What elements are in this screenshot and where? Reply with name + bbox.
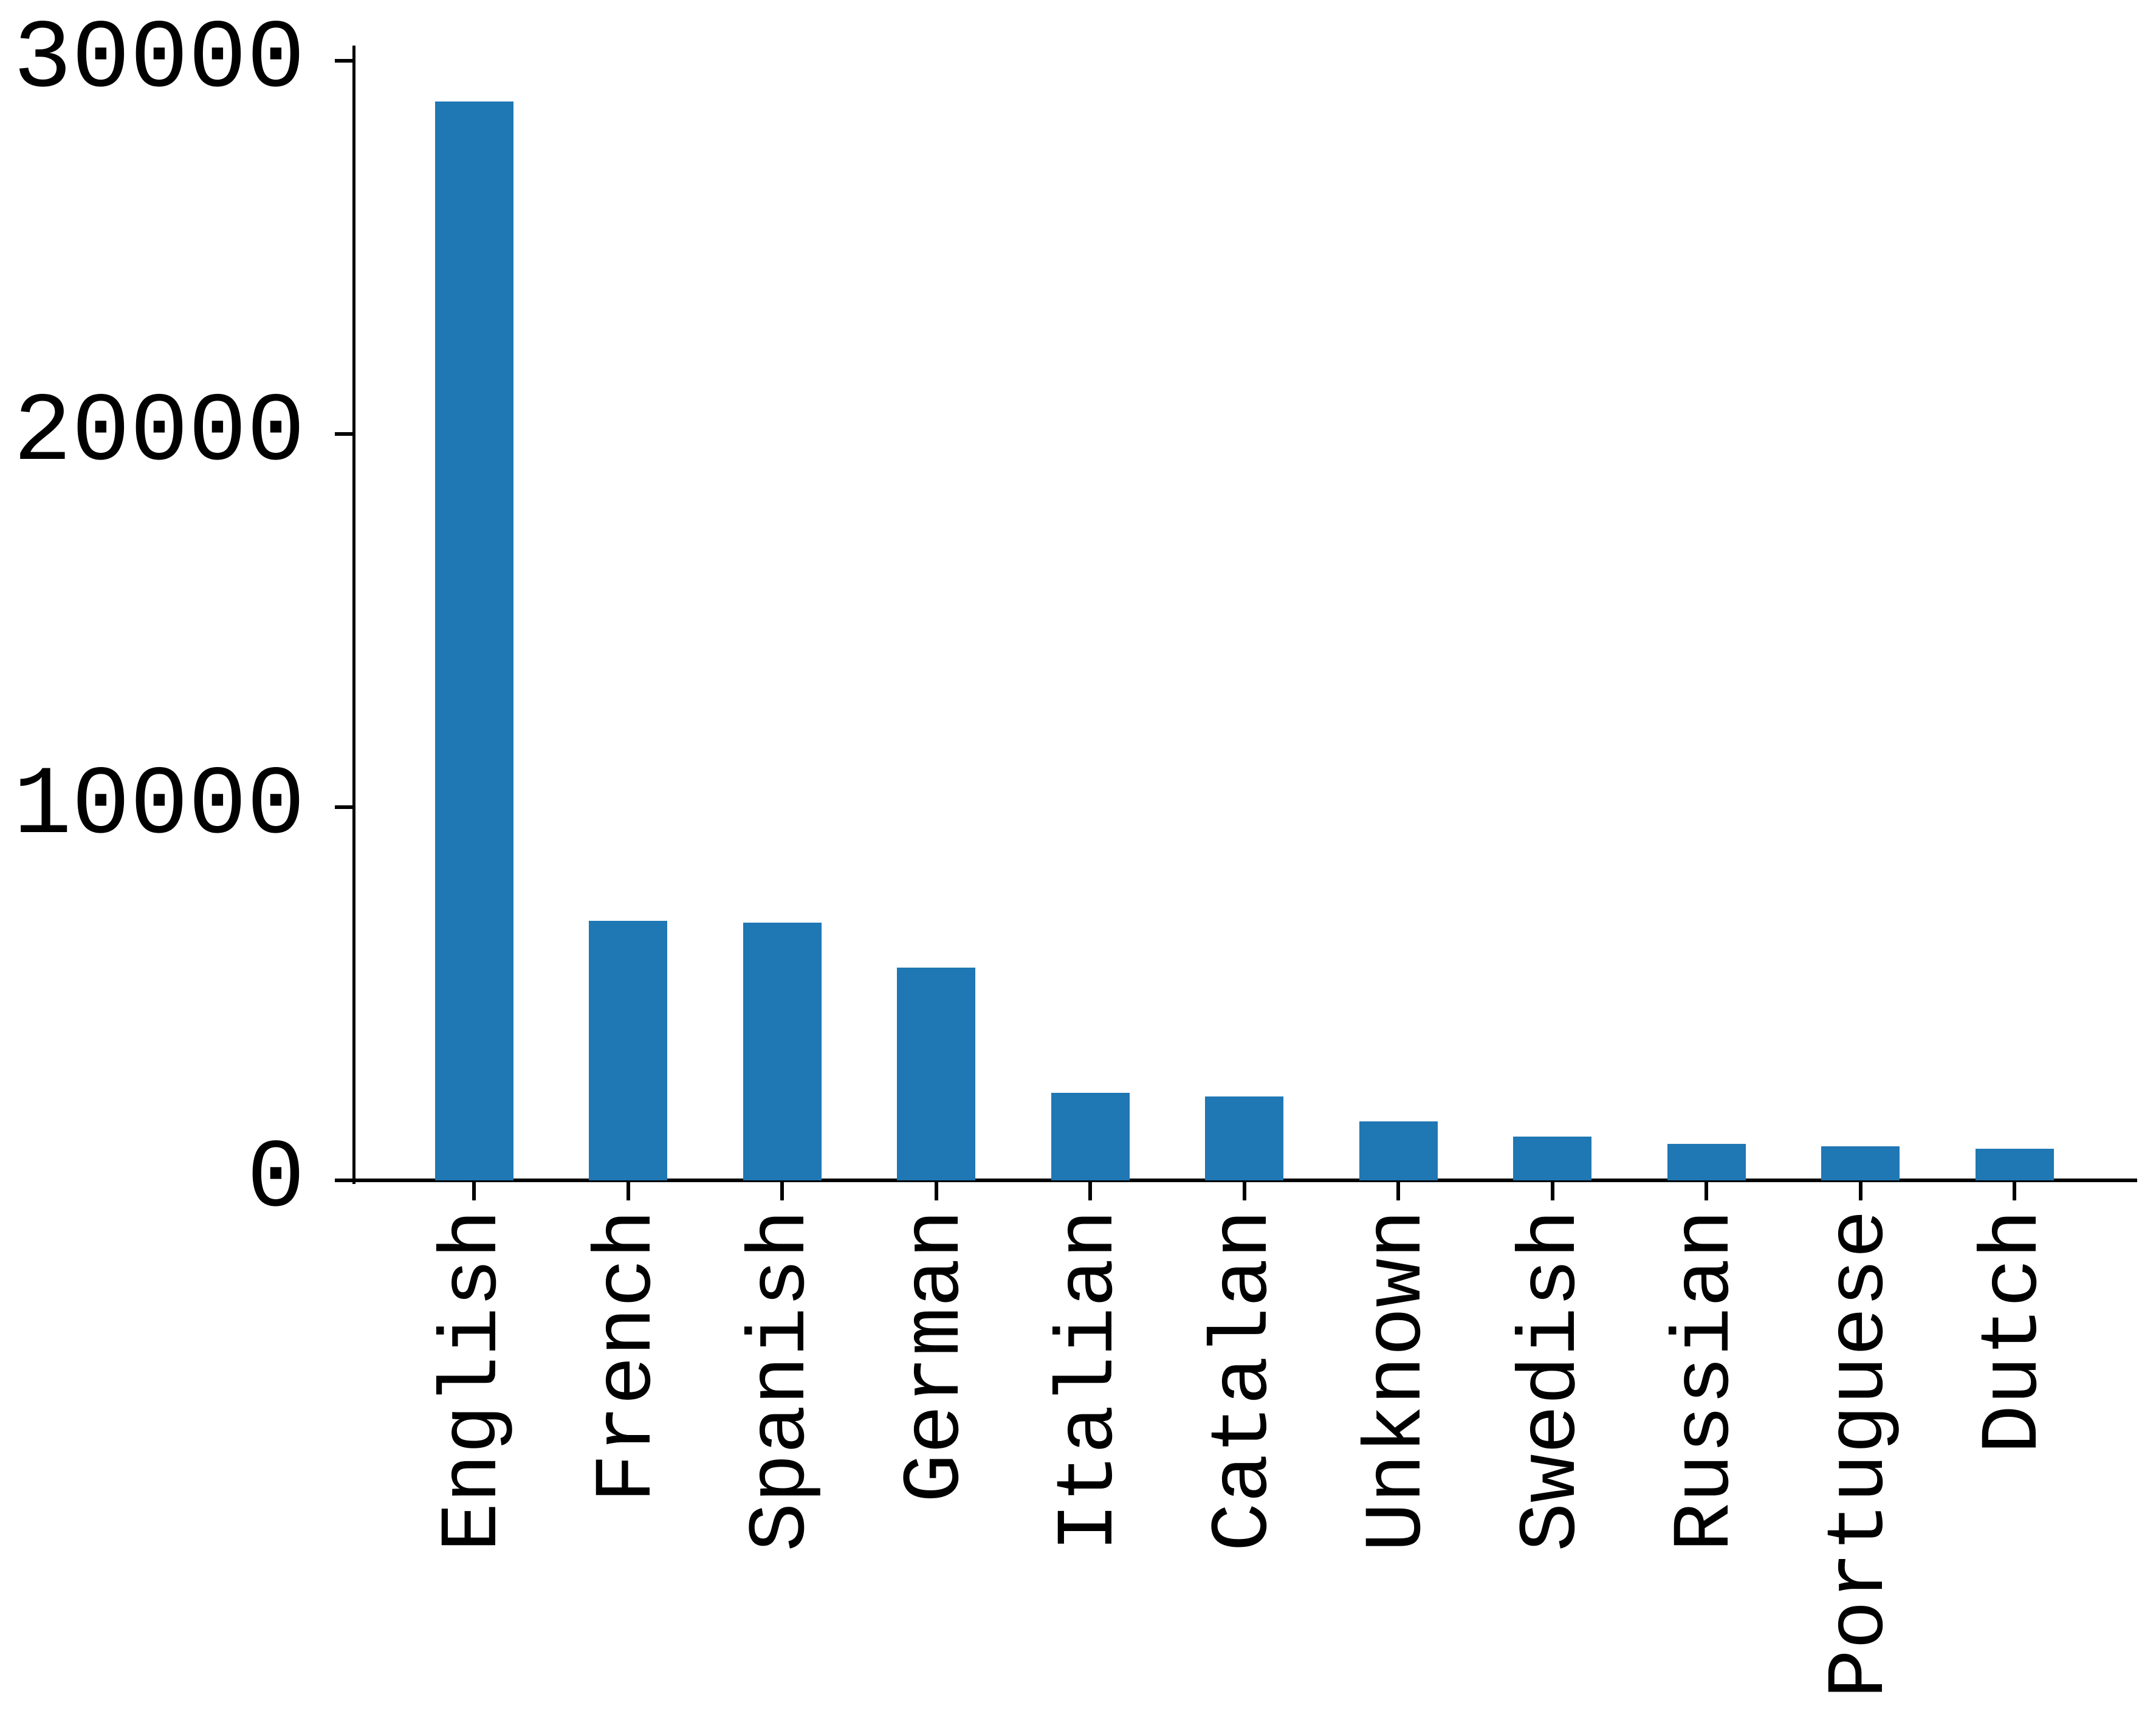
x-category-label-text: Italian	[1044, 1210, 1136, 1552]
x-category-label: Swedish	[1503, 1210, 1602, 1714]
x-tick-mark	[1705, 1182, 1708, 1200]
bar	[897, 967, 975, 1180]
x-category-label: English	[424, 1210, 524, 1714]
x-axis-line	[351, 1179, 2137, 1182]
x-category-label: French	[578, 1210, 678, 1714]
x-tick-mark	[1396, 1182, 1400, 1200]
bar	[1205, 1096, 1283, 1180]
y-tick-mark	[335, 1179, 352, 1182]
bar	[1821, 1146, 1900, 1180]
y-tick-mark	[335, 432, 352, 436]
x-category-label-text: Russian	[1660, 1210, 1753, 1552]
x-category-label-text: German	[890, 1210, 983, 1503]
y-tick-label: 30000	[13, 5, 305, 115]
x-tick-mark	[1550, 1182, 1554, 1200]
x-tick-mark	[472, 1182, 476, 1200]
x-category-label-text: English	[428, 1210, 520, 1552]
x-category-label-text: Dutch	[1968, 1210, 2061, 1454]
x-category-label: Italian	[1040, 1210, 1140, 1714]
x-tick-mark	[626, 1182, 630, 1200]
x-category-label-text: Spanish	[736, 1210, 828, 1552]
x-tick-mark	[1858, 1182, 1862, 1200]
x-category-label-text: Catalan	[1198, 1210, 1291, 1552]
bar	[1513, 1137, 1591, 1180]
y-tick-mark	[335, 58, 352, 63]
y-tick-mark	[335, 805, 352, 809]
x-category-label: Catalan	[1195, 1210, 1294, 1714]
x-category-label: German	[887, 1210, 986, 1714]
x-category-label-text: Unknown	[1352, 1210, 1444, 1552]
x-tick-mark	[2013, 1182, 2016, 1200]
x-tick-mark	[1242, 1182, 1246, 1200]
bar	[1667, 1143, 1746, 1180]
x-category-label-text: Swedish	[1506, 1210, 1599, 1552]
x-category-label: Portuguese	[1811, 1210, 1911, 1714]
x-tick-mark	[1088, 1182, 1092, 1200]
x-category-label: Spanish	[732, 1210, 832, 1714]
y-tick-label: 0	[246, 1125, 305, 1235]
x-category-label-text: French	[582, 1210, 675, 1503]
x-category-label: Russian	[1656, 1210, 1756, 1714]
x-tick-mark	[780, 1182, 784, 1200]
y-tick-label: 10000	[13, 751, 305, 862]
bar	[1359, 1121, 1438, 1180]
x-category-label: Unknown	[1348, 1210, 1448, 1714]
y-tick-label: 20000	[13, 378, 305, 489]
bar	[1975, 1148, 2054, 1180]
bar	[743, 923, 822, 1180]
x-tick-mark	[934, 1182, 938, 1200]
y-axis-line	[352, 46, 355, 1184]
bar	[589, 921, 667, 1180]
bar	[434, 102, 513, 1180]
x-category-label-text: Portuguese	[1814, 1210, 1907, 1699]
x-category-label: Dutch	[1965, 1210, 2064, 1714]
bar	[1051, 1092, 1130, 1180]
